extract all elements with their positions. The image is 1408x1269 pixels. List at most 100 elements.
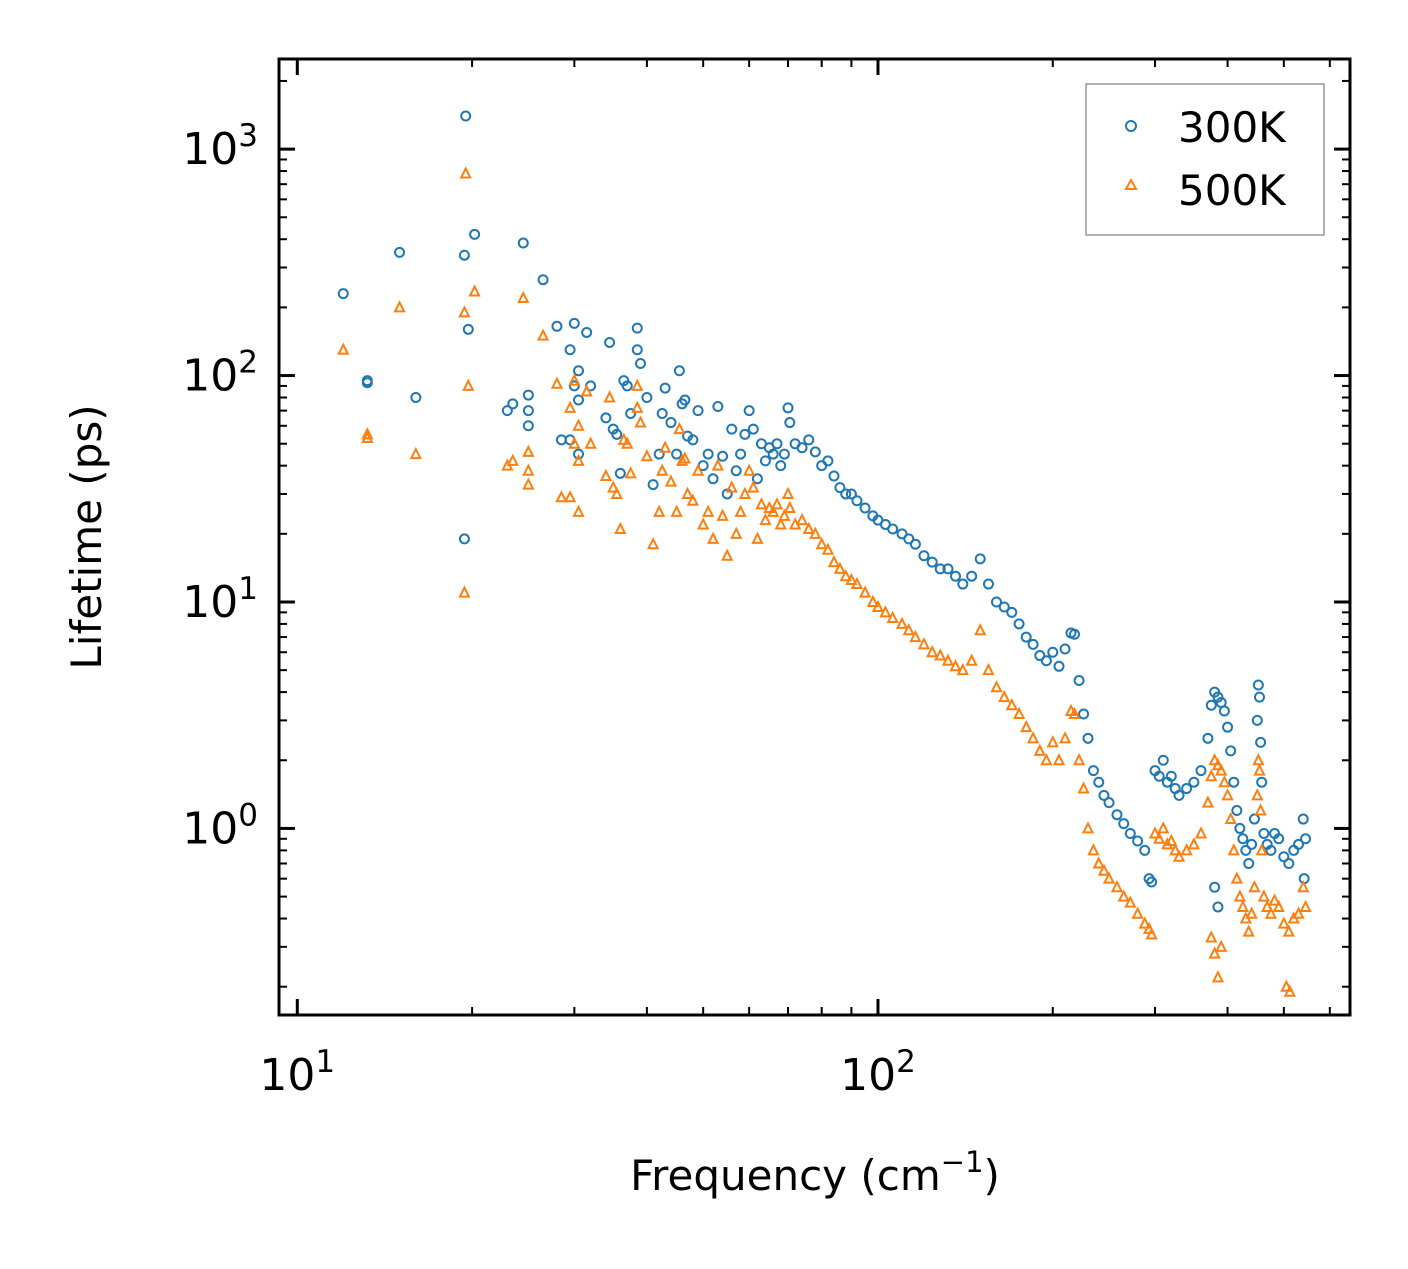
data-point-300K bbox=[687, 434, 699, 446]
data-point-300K bbox=[1256, 776, 1268, 788]
y-tick-label-exponent: 2 bbox=[238, 345, 258, 381]
data-point-300K bbox=[957, 578, 969, 590]
data-point-500K bbox=[1020, 719, 1033, 733]
data-point-300K bbox=[1153, 770, 1165, 782]
data-point-300K bbox=[845, 488, 857, 500]
data-point-500K bbox=[783, 500, 796, 514]
data-point-500K bbox=[1165, 833, 1178, 847]
data-point-500K bbox=[1227, 843, 1240, 856]
data-point-300K bbox=[1283, 858, 1295, 870]
data-point-300K bbox=[1231, 805, 1243, 817]
data-point-300K bbox=[896, 528, 908, 540]
data-point-300K bbox=[573, 394, 585, 406]
data-point-300K bbox=[803, 434, 815, 446]
y-tick-label: 101 bbox=[182, 571, 258, 628]
data-point-300K bbox=[1195, 765, 1207, 777]
data-point-500K bbox=[691, 463, 705, 476]
data-point-300K bbox=[707, 473, 719, 485]
data-point-300K bbox=[1040, 655, 1052, 667]
data-point-500K bbox=[827, 554, 841, 568]
data-point-300K bbox=[1258, 827, 1270, 839]
data-point-500K bbox=[1153, 831, 1166, 844]
data-point-500K bbox=[393, 300, 406, 313]
data-point-300K bbox=[990, 596, 1002, 608]
data-point-500K bbox=[781, 486, 795, 499]
data-point-500K bbox=[909, 629, 922, 643]
data-point-500K bbox=[1068, 706, 1081, 720]
data-point-300K bbox=[1098, 789, 1110, 801]
data-point-500K bbox=[949, 659, 962, 672]
data-point-300K bbox=[834, 482, 846, 494]
data-point-300K bbox=[751, 473, 763, 485]
data-point-300K bbox=[782, 402, 794, 414]
data-point-300K bbox=[625, 407, 637, 419]
data-point-500K bbox=[673, 421, 686, 435]
data-point-500K bbox=[1299, 899, 1312, 912]
data-point-300K bbox=[679, 394, 691, 406]
data-point-500K bbox=[614, 521, 627, 535]
data-point-300K bbox=[784, 417, 796, 429]
data-point-500K bbox=[1148, 826, 1162, 839]
data-point-500K bbox=[850, 576, 864, 590]
data-point-300K bbox=[735, 448, 747, 460]
data-point-500K bbox=[1280, 979, 1293, 992]
data-point-300K bbox=[1202, 732, 1214, 744]
data-point-300K bbox=[1047, 646, 1059, 658]
data-point-500K bbox=[599, 468, 613, 482]
data-point-500K bbox=[1215, 763, 1228, 776]
data-point-300K bbox=[1212, 901, 1224, 913]
data-point-300K bbox=[635, 358, 647, 370]
data-point-500K bbox=[603, 390, 616, 403]
x-tick-label-base: 10 bbox=[259, 1050, 315, 1101]
y-tick-label-exponent: 1 bbox=[238, 571, 258, 607]
data-point-500K bbox=[1242, 924, 1255, 937]
data-point-500K bbox=[459, 166, 472, 179]
data-point-500K bbox=[725, 480, 738, 493]
data-point-300K bbox=[1248, 813, 1260, 825]
data-point-500K bbox=[1012, 706, 1026, 720]
data-point-300K bbox=[717, 450, 729, 462]
data-point-300K bbox=[581, 326, 593, 338]
data-point-300K bbox=[1053, 660, 1065, 672]
data-point-500K bbox=[926, 644, 939, 658]
data-point-500K bbox=[659, 440, 672, 453]
data-point-500K bbox=[734, 504, 747, 517]
data-point-300K bbox=[1006, 606, 1018, 618]
legend-label-300k: 300K bbox=[1178, 103, 1287, 152]
data-point-300K bbox=[1034, 650, 1046, 662]
data-point-500K bbox=[1252, 753, 1265, 766]
data-point-500K bbox=[934, 648, 947, 661]
data-point-500K bbox=[1224, 811, 1237, 825]
data-point-500K bbox=[1138, 916, 1151, 929]
data-point-500K bbox=[1172, 849, 1186, 862]
data-point-500K bbox=[607, 480, 620, 493]
data-point-300K bbox=[859, 502, 871, 514]
data-point-500K bbox=[1297, 879, 1310, 893]
data-point-500K bbox=[895, 616, 909, 629]
data-point-500K bbox=[337, 342, 350, 355]
y-tick-label-exponent: 3 bbox=[238, 118, 258, 154]
y-tick-label-base: 10 bbox=[182, 577, 238, 628]
data-point-300K bbox=[771, 438, 783, 450]
data-point-300K bbox=[501, 405, 513, 417]
data-point-500K bbox=[1058, 731, 1072, 744]
data-point-500K bbox=[555, 490, 568, 503]
data-point-500K bbox=[763, 500, 776, 514]
data-point-500K bbox=[517, 290, 530, 304]
y-tick-label-base: 10 bbox=[182, 351, 238, 402]
data-point-300K bbox=[517, 237, 529, 249]
data-point-500K bbox=[1245, 906, 1258, 919]
data-point-300K bbox=[1103, 797, 1115, 809]
data-point-300K bbox=[730, 465, 742, 477]
data-point-500K bbox=[458, 305, 471, 318]
data-point-300K bbox=[692, 405, 704, 417]
data-point-500K bbox=[702, 504, 715, 517]
data-point-500K bbox=[653, 504, 666, 517]
data-point-500K bbox=[1169, 843, 1182, 856]
data-point-500K bbox=[941, 653, 955, 666]
data-point-500K bbox=[610, 486, 623, 499]
data-point-500K bbox=[833, 561, 847, 574]
data-point-500K bbox=[656, 463, 669, 476]
data-point-300K bbox=[614, 467, 626, 479]
data-point-300K bbox=[1251, 714, 1263, 726]
